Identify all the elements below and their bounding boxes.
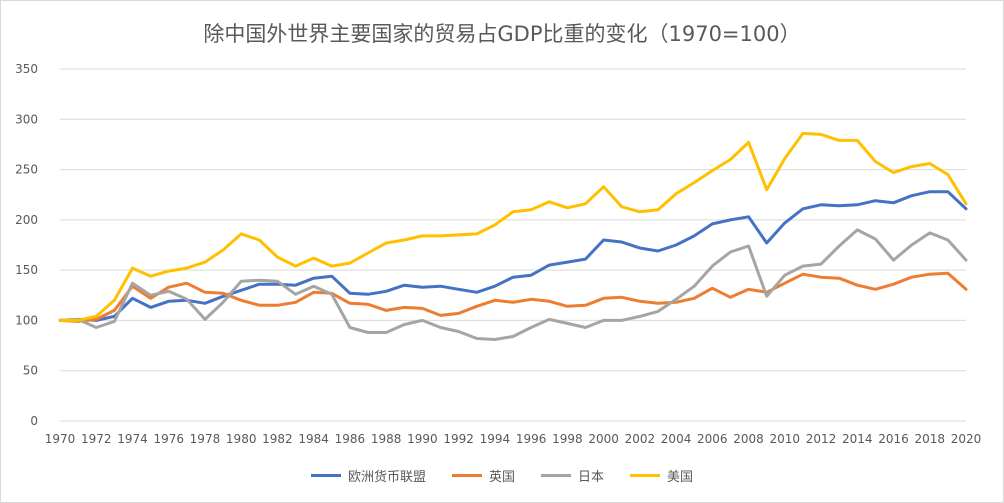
x-tick-label: 2006: [697, 432, 728, 446]
x-tick-label: 1990: [407, 432, 438, 446]
x-tick-label: 1978: [190, 432, 221, 446]
y-axis-ticks: 0 50 100 150 200 250 300 350: [15, 62, 38, 428]
x-tick-label: 1972: [81, 432, 112, 446]
y-tick-label: 250: [15, 163, 38, 177]
x-tick-label: 1994: [480, 432, 511, 446]
series-line-japan: [58, 228, 968, 341]
y-tick-label: 300: [15, 112, 38, 126]
legend-label-emu: 欧洲货币联盟: [347, 470, 426, 485]
legend-item-usa: 美国: [630, 466, 693, 485]
x-axis-ticks: 1970 1972 1974 1976 1978 1980 1982 1984 1986 1988…: [45, 432, 982, 446]
legend-swatch-usa: [630, 474, 661, 477]
x-tick-label: 1988: [371, 432, 402, 446]
series-line-usa: [58, 131, 968, 322]
x-tick-label: 2000: [588, 432, 619, 446]
series-lines: [58, 131, 968, 341]
x-tick-label: 2012: [806, 432, 837, 446]
legend-item-japan: 日本: [541, 466, 604, 485]
legend-label-usa: 美国: [667, 470, 694, 485]
x-tick-label: 2002: [625, 432, 656, 446]
legend-label-japan: 日本: [578, 470, 605, 485]
x-tick-label: 2020: [951, 432, 982, 446]
series-line-emu: [58, 190, 968, 322]
legend: 欧洲货币联盟 英国 日本 美国: [0, 466, 1004, 485]
legend-item-uk: 英国: [451, 466, 515, 485]
series-line-uk: [58, 271, 968, 323]
y-tick-label: 100: [15, 313, 38, 327]
x-tick-label: 2010: [770, 432, 801, 446]
grid-lines: [60, 68, 966, 422]
x-tick-label: 2014: [842, 432, 873, 446]
x-tick-label: 2004: [661, 432, 692, 446]
x-tick-label: 1986: [335, 432, 366, 446]
x-tick-label: 1974: [117, 432, 148, 446]
x-tick-label: 1998: [552, 432, 583, 446]
x-tick-label: 2018: [914, 432, 945, 446]
y-tick-label: 350: [15, 62, 38, 76]
x-tick-label: 2008: [733, 432, 764, 446]
y-tick-label: 50: [23, 364, 38, 378]
chart-title: 除中国外世界主要国家的贸易占GDP比重的变化（1970=100）: [203, 22, 801, 46]
legend-swatch-japan: [541, 474, 571, 477]
x-tick-label: 1982: [262, 432, 293, 446]
x-tick-label: 2016: [878, 432, 909, 446]
y-tick-label: 0: [30, 414, 38, 428]
legend-swatch-uk: [451, 474, 482, 477]
x-tick-label: 1980: [226, 432, 257, 446]
y-tick-label: 200: [15, 213, 38, 227]
legend-label-uk: 英国: [488, 470, 515, 485]
legend-item-emu: 欧洲货币联盟: [310, 466, 426, 485]
y-tick-label: 150: [15, 263, 38, 277]
x-tick-label: 1996: [516, 432, 547, 446]
legend-swatch-emu: [310, 474, 341, 477]
x-tick-label: 1976: [153, 432, 184, 446]
x-tick-label: 1992: [443, 432, 474, 446]
x-tick-label: 1970: [45, 432, 76, 446]
x-tick-label: 1984: [298, 432, 329, 446]
